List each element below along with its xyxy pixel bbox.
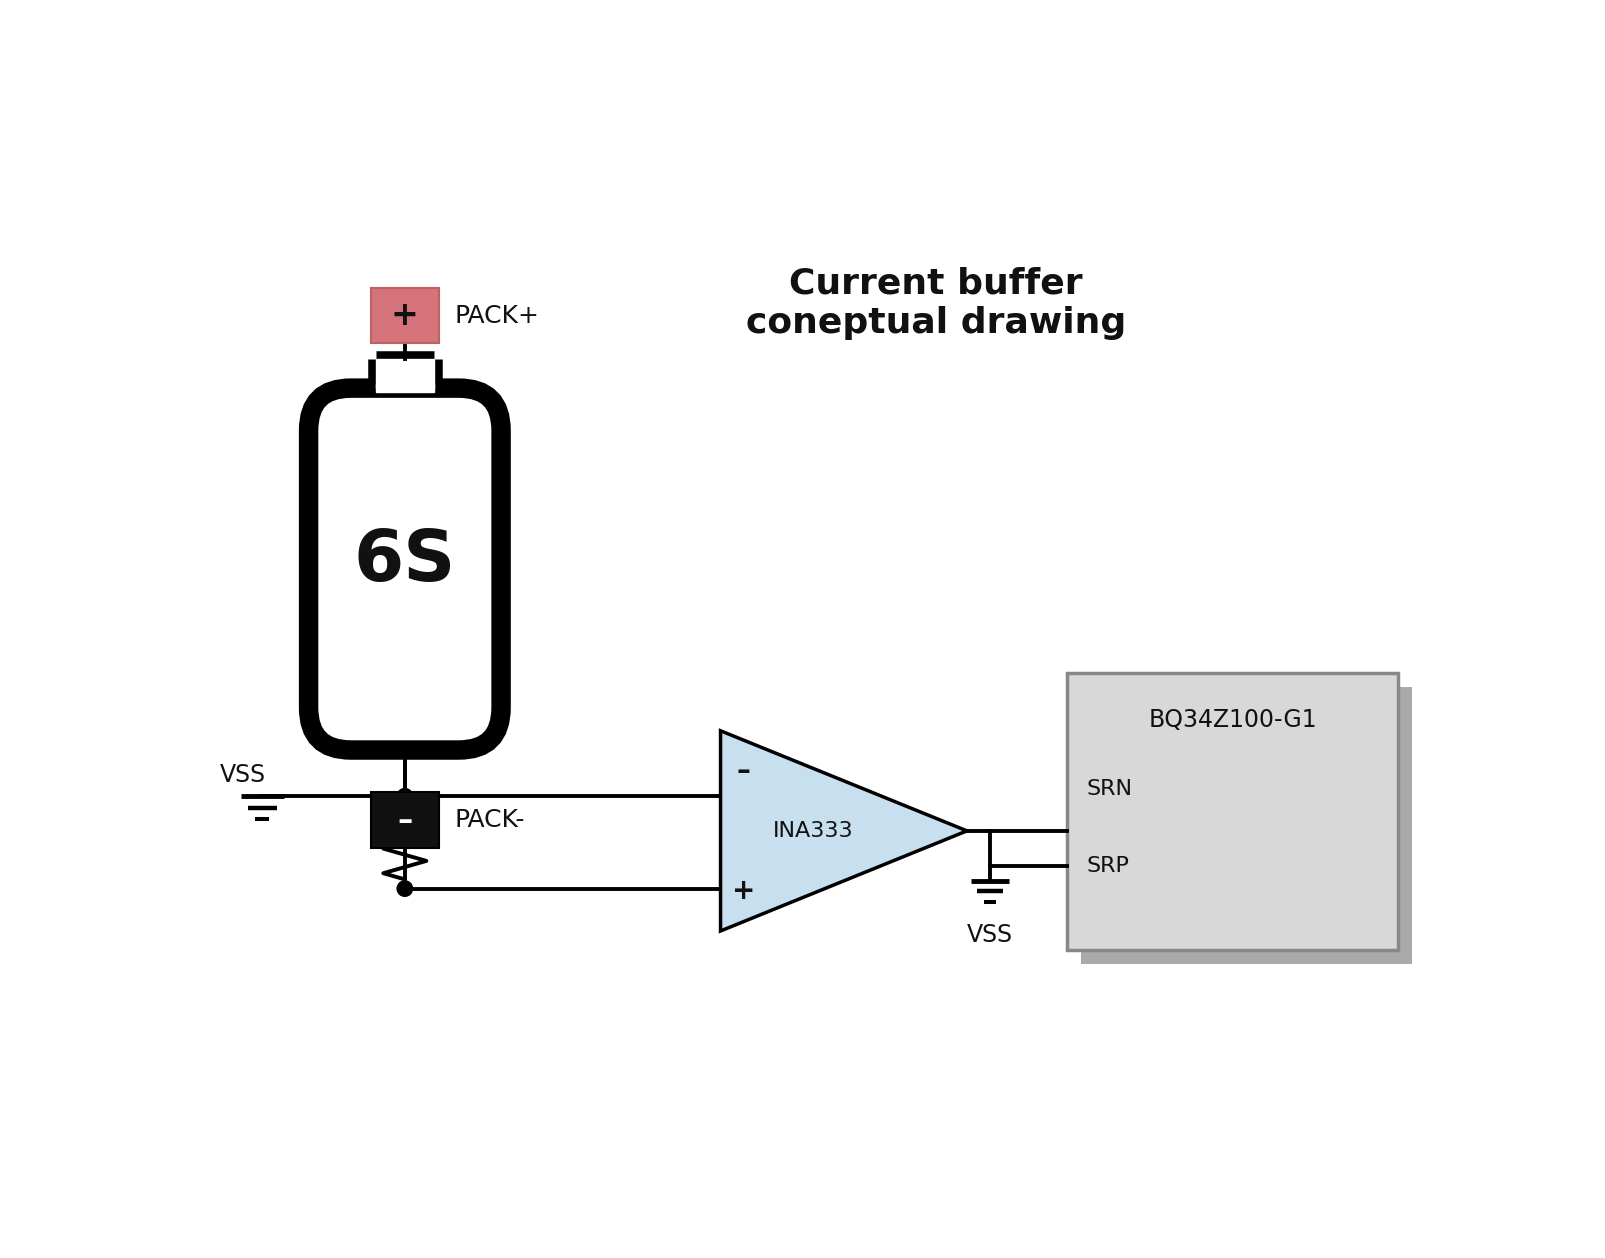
FancyBboxPatch shape bbox=[308, 389, 501, 750]
FancyBboxPatch shape bbox=[371, 288, 438, 343]
Circle shape bbox=[396, 789, 412, 804]
FancyBboxPatch shape bbox=[371, 793, 438, 848]
Polygon shape bbox=[376, 359, 433, 389]
Polygon shape bbox=[721, 731, 966, 931]
FancyBboxPatch shape bbox=[1080, 687, 1412, 964]
Text: VSS: VSS bbox=[220, 762, 266, 786]
Text: PACK+: PACK+ bbox=[454, 303, 539, 328]
Text: INA333: INA333 bbox=[772, 821, 854, 840]
Text: +: + bbox=[392, 299, 419, 332]
Text: PACK-: PACK- bbox=[454, 808, 525, 832]
Text: 6S: 6S bbox=[353, 527, 456, 596]
Text: –: – bbox=[396, 805, 412, 834]
Text: SRN: SRN bbox=[1087, 779, 1132, 799]
FancyBboxPatch shape bbox=[1067, 673, 1398, 950]
Text: SRP: SRP bbox=[1087, 855, 1130, 876]
Text: BQ34Z100-G1: BQ34Z100-G1 bbox=[1148, 708, 1316, 732]
Text: –: – bbox=[737, 757, 751, 785]
Text: Current buffer
coneptual drawing: Current buffer coneptual drawing bbox=[746, 267, 1127, 340]
Polygon shape bbox=[376, 384, 433, 392]
Circle shape bbox=[396, 881, 412, 896]
Text: VSS: VSS bbox=[966, 923, 1013, 947]
Text: +: + bbox=[732, 877, 756, 905]
